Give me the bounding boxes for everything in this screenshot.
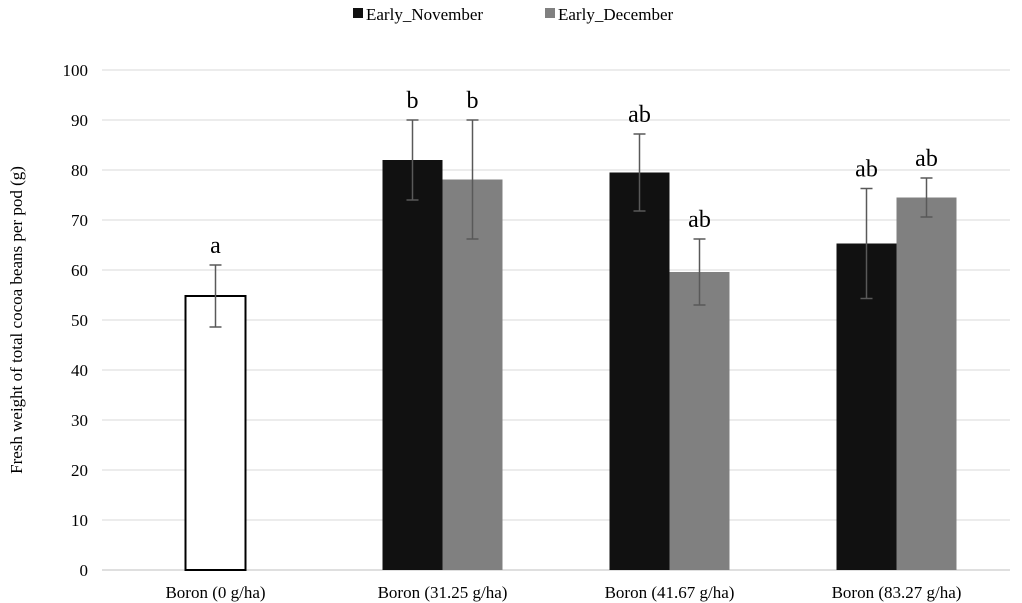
legend-label-early-november: Early_November xyxy=(366,5,483,24)
error-bars xyxy=(209,119,933,328)
significance-label: ab xyxy=(855,157,878,183)
error-bar xyxy=(920,177,933,218)
legend: Early_November Early_December xyxy=(353,5,673,24)
x-category-label: Boron (41.67 g/ha) xyxy=(605,583,735,602)
significance-label: ab xyxy=(688,207,711,233)
significance-label: ab xyxy=(915,146,938,172)
y-tick-label: 80 xyxy=(71,161,88,180)
y-tick-label: 0 xyxy=(80,561,89,580)
y-tick-label: 50 xyxy=(71,311,88,330)
significance-label: b xyxy=(407,88,419,114)
error-bar xyxy=(860,187,873,300)
y-tick-label: 20 xyxy=(71,461,88,480)
significance-label: a xyxy=(210,233,221,259)
bars xyxy=(184,160,957,571)
bar-early-december xyxy=(442,179,503,570)
x-category-labels: Boron (0 g/ha) Boron (31.25 g/ha) Boron (4… xyxy=(165,583,961,602)
legend-swatch-early-november xyxy=(353,8,363,18)
y-tick-label: 60 xyxy=(71,261,88,280)
bar-early-november xyxy=(382,160,443,570)
x-category-label: Boron (31.25 g/ha) xyxy=(378,583,508,602)
legend-swatch-early-december xyxy=(545,8,555,18)
error-bar xyxy=(466,119,479,240)
bar-control xyxy=(184,295,247,571)
legend-label-early-december: Early_December xyxy=(558,5,673,24)
gridlines xyxy=(102,69,1010,521)
error-bar xyxy=(693,238,706,306)
x-category-label: Boron (83.27 g/ha) xyxy=(832,583,962,602)
error-bar xyxy=(406,119,419,201)
significance-label: b xyxy=(467,88,479,114)
y-tick-label: 70 xyxy=(71,211,88,230)
significance-label: ab xyxy=(628,102,651,128)
y-tick-label: 40 xyxy=(71,361,88,380)
bar-early-november xyxy=(609,172,670,570)
y-axis-label: Fresh weight of total cocoa beans per po… xyxy=(7,166,26,474)
y-tick-label: 100 xyxy=(63,61,89,80)
y-tick-label: 30 xyxy=(71,411,88,430)
bar-early-december xyxy=(896,197,957,570)
y-tick-label: 90 xyxy=(71,111,88,130)
y-tick-label: 10 xyxy=(71,511,88,530)
error-bar xyxy=(209,264,222,328)
error-bar xyxy=(633,133,646,212)
x-category-label: Boron (0 g/ha) xyxy=(165,583,265,602)
bar-early-december xyxy=(669,272,730,570)
y-tick-labels: 0 10 20 30 40 50 60 70 80 90 100 xyxy=(63,61,89,580)
